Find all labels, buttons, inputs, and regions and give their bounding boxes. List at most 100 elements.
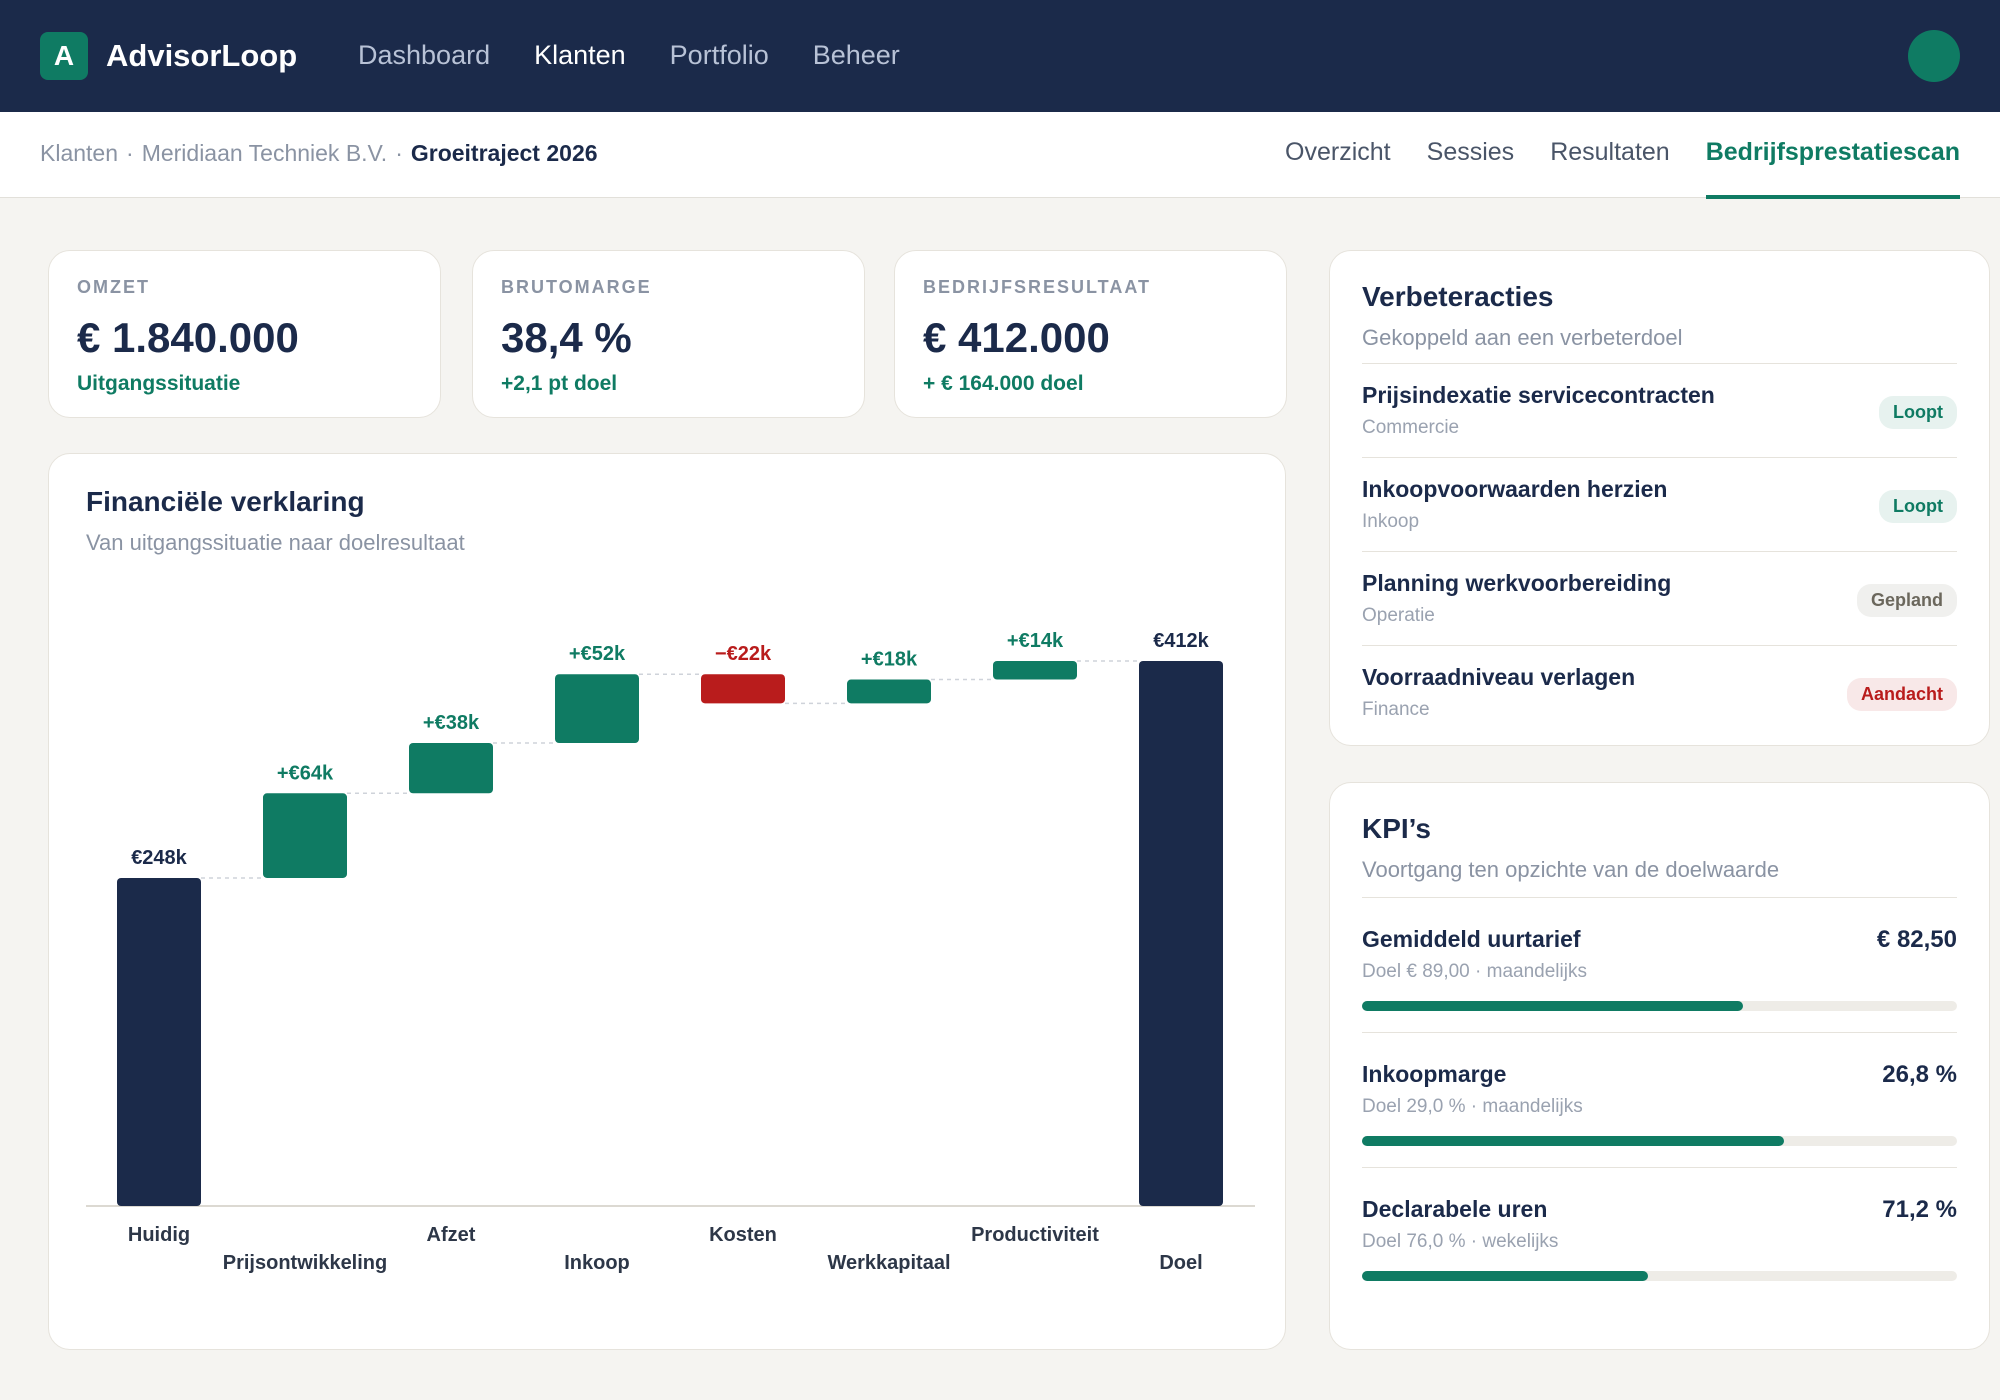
summary-note: Uitgangssituatie: [77, 372, 241, 395]
value-label: +€38k: [423, 712, 480, 734]
status-badge: Loopt: [1879, 396, 1957, 429]
chart-title: Financiële verklaring: [86, 486, 365, 517]
breadcrumb-separator: ·: [126, 140, 134, 166]
summary-card: BEDRIJFSRESULTAAT € 412.000 + € 164.000 do…: [894, 250, 1287, 418]
nav-item[interactable]: Klanten: [534, 40, 626, 70]
chart-header: Financiële verklaring Van uitgangssituat…: [86, 486, 465, 556]
waterfall-chart: €248k Huidig +€64k Prijsontwikkeling +€38k Af…: [86, 630, 1255, 1274]
value-label: €248k: [131, 847, 187, 869]
value-label: −€22k: [715, 643, 772, 665]
tabs: Overzicht Sessies Resultaten Bedrijfspresta…: [1285, 138, 1960, 199]
kpi-target: Doel € 89,00 · maandelijks: [1362, 961, 1587, 982]
brand[interactable]: AdvisorLoop: [106, 38, 298, 73]
summary-label: OMZET: [77, 277, 150, 297]
summary-note: + € 164.000 doel: [923, 372, 1084, 395]
category-label: Huidig: [128, 1224, 190, 1246]
kpi-name: Declarabele uren: [1362, 1196, 1548, 1222]
category-label: Prijsontwikkeling: [223, 1252, 387, 1274]
kpi-value: 71,2 %: [1882, 1196, 1957, 1223]
action-name: Planning werkvoorbereiding: [1362, 570, 1672, 596]
category-label: Werkkapitaal: [827, 1252, 950, 1274]
bar: [847, 679, 931, 704]
status-badge: Gepland: [1856, 584, 1957, 617]
breadcrumb-item[interactable]: Klanten: [40, 140, 119, 166]
category-label: Doel: [1159, 1252, 1202, 1274]
nav-item[interactable]: Dashboard: [358, 40, 491, 70]
tab[interactable]: Resultaten: [1550, 138, 1670, 166]
kpi-value: € 82,50: [1876, 926, 1957, 953]
kpi-row: Declarabele uren 71,2 % Doel 76,0 % · weke…: [1362, 1167, 1957, 1302]
actions-card: Verbeteracties Gekoppeld aan een verbete…: [1329, 250, 1990, 746]
summary-note: +2,1 pt doel: [501, 372, 618, 395]
category-label: Afzet: [427, 1224, 476, 1246]
kpi-row: Inkoopmarge 26,8 % Doel 29,0 % · maandelij…: [1362, 1032, 1957, 1167]
value-label: +€52k: [569, 643, 626, 665]
value-label: +€18k: [861, 649, 918, 671]
action-row[interactable]: Inkoopvoorwaarden herzien Inkoop Loopt: [1362, 457, 1957, 551]
bar: [263, 793, 347, 878]
sub-bar: [0, 112, 2000, 198]
summary-card: OMZET € 1.840.000 Uitgangssituatie: [48, 250, 441, 418]
action-name: Voorraadniveau verlagen: [1362, 664, 1636, 690]
bar: [1139, 661, 1223, 1206]
avatar[interactable]: [1908, 30, 1960, 82]
kpi-name: Inkoopmarge: [1362, 1061, 1507, 1087]
action-row[interactable]: Voorraadniveau verlagen Finance Aandacht: [1362, 645, 1957, 739]
nav-item[interactable]: Beheer: [812, 40, 900, 70]
tab[interactable]: Overzicht: [1285, 138, 1391, 166]
progress-fill: [1362, 1136, 1785, 1146]
kpi-title: KPI’s: [1362, 813, 1431, 844]
breadcrumb: Klanten · Meridiaan Techniek B.V. · Groeitra…: [40, 140, 598, 167]
nav-item[interactable]: Portfolio: [669, 40, 769, 70]
actions-list: Prijsindexatie servicecontracten Commerci…: [1362, 363, 1957, 739]
action-area: Finance: [1362, 699, 1430, 720]
breadcrumb-separator: ·: [395, 140, 403, 166]
tab[interactable]: Bedrijfsprestatiescan: [1705, 138, 1960, 199]
breadcrumb-item: Groeitraject 2026: [410, 140, 598, 166]
action-area: Operatie: [1362, 605, 1435, 626]
bar: [701, 674, 785, 704]
kpi-card: KPI’s Voortgang ten opzichte van de doel…: [1329, 782, 1990, 1350]
bar: [555, 674, 639, 744]
category-label: Productiviteit: [971, 1224, 1099, 1246]
kpi-value: 26,8 %: [1882, 1061, 1957, 1088]
logo[interactable]: A: [40, 32, 88, 80]
breadcrumb-item[interactable]: Meridiaan Techniek B.V.: [141, 140, 388, 166]
chart-subtitle: Van uitgangssituatie naar doelresultaat: [86, 530, 465, 555]
kpi-target: Doel 76,0 % · wekelijks: [1362, 1231, 1559, 1252]
action-area: Inkoop: [1362, 511, 1420, 532]
tab[interactable]: Sessies: [1426, 138, 1515, 166]
progress-track: [1362, 1001, 1957, 1011]
summary-value: € 1.840.000: [77, 314, 299, 361]
category-label: Kosten: [709, 1224, 777, 1246]
status-badge: Loopt: [1879, 490, 1957, 523]
summary-label: BEDRIJFSRESULTAAT: [923, 277, 1152, 297]
category-label: Inkoop: [564, 1252, 630, 1274]
action-row[interactable]: Planning werkvoorbereiding Operatie Geplan…: [1362, 551, 1957, 645]
nav: Dashboard Klanten Portfolio Beheer: [358, 40, 900, 71]
action-name: Inkoopvoorwaarden herzien: [1362, 476, 1668, 502]
progress-track: [1362, 1271, 1957, 1281]
actions-title: Verbeteracties: [1362, 281, 1554, 312]
kpi-name: Gemiddeld uurtarief: [1362, 926, 1581, 952]
summary-label: BRUTOMARGE: [501, 277, 652, 297]
action-name: Prijsindexatie servicecontracten: [1362, 382, 1715, 408]
summary-value: 38,4 %: [501, 314, 632, 361]
chart-card: Financiële verklaring Van uitgangssituat…: [48, 453, 1286, 1350]
kpi-row: Gemiddeld uurtarief € 82,50 Doel € 89,00 ·…: [1362, 897, 1957, 1032]
bar: [117, 877, 201, 1206]
kpi-target: Doel 29,0 % · maandelijks: [1362, 1096, 1583, 1117]
action-area: Commercie: [1362, 417, 1460, 438]
status-badge: Aandacht: [1846, 678, 1957, 711]
action-row[interactable]: Prijsindexatie servicecontracten Commerci…: [1362, 363, 1957, 457]
summary-value: € 412.000: [923, 314, 1110, 361]
progress-track: [1362, 1136, 1957, 1146]
value-label: +€14k: [1007, 630, 1064, 652]
summary-card: BRUTOMARGE 38,4 % +2,1 pt doel: [472, 250, 865, 418]
bar: [993, 661, 1077, 680]
kpi-subtitle: Voortgang ten opzichte van de doelwaarde: [1362, 857, 1780, 882]
top-bar: [0, 0, 2000, 112]
value-label: +€64k: [277, 762, 334, 784]
